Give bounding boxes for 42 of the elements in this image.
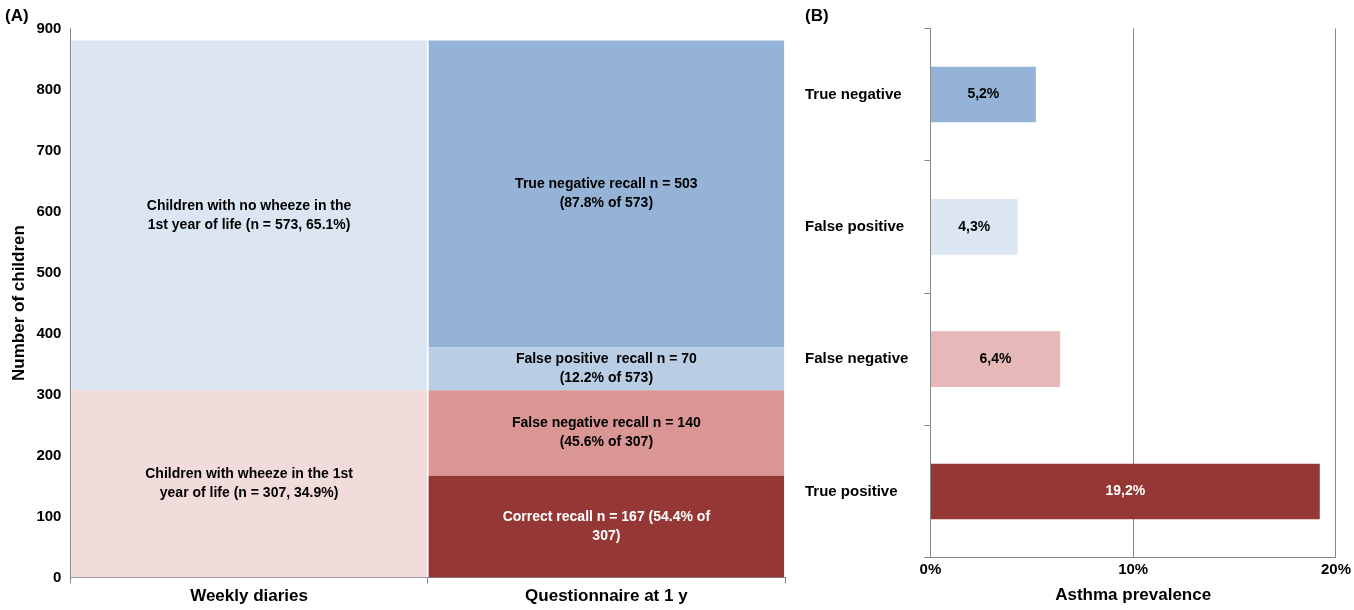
chart-title: (A)	[5, 5, 29, 25]
x-tick-label: 0%	[919, 559, 942, 577]
bar	[71, 390, 427, 578]
y-tick-label: 400	[36, 323, 62, 341]
y-tick-label: 700	[36, 140, 62, 158]
data-label: 19,2%	[1105, 482, 1146, 499]
y-tick-label: 200	[36, 445, 62, 463]
data-label: 4,3%	[958, 217, 991, 234]
y-tick-label: 300	[36, 384, 62, 402]
data-label: False positive recall n = 70 (12.2% of 573)	[515, 350, 698, 386]
y-tick-label: 100	[36, 506, 62, 524]
y-tick-label: 500	[36, 262, 62, 280]
data-label: Correct recall n = 167 (54.4% of 307)	[502, 508, 711, 544]
x-tick-label: 10%	[1118, 559, 1149, 577]
y-tick-label: True positive	[805, 481, 898, 499]
y-tick-label: 0	[53, 567, 62, 585]
bar	[930, 331, 1061, 387]
bar	[930, 199, 1018, 255]
y-tick-label: 800	[36, 79, 62, 97]
bar	[930, 463, 1320, 520]
bar	[71, 40, 427, 391]
chart-title: (B)	[805, 5, 829, 25]
data-label: 6,4%	[979, 350, 1013, 367]
y-tick-label: 600	[36, 201, 62, 219]
bar	[930, 66, 1036, 123]
x-tick-label: Questionnaire at 1 y	[525, 586, 689, 606]
data-label: 5,2%	[967, 85, 1000, 102]
data-label: True negative recall n = 503 (87.8% of 573)	[515, 175, 698, 211]
x-axis-title: Asthma prevalence	[1055, 585, 1212, 605]
x-tick-label: Weekly diaries	[190, 586, 308, 606]
bar	[428, 390, 785, 476]
x-tick-label: 20%	[1320, 559, 1351, 577]
y-tick-label: 900	[36, 18, 62, 36]
bar	[428, 40, 785, 348]
bar	[428, 475, 785, 578]
y-tick-label: False negative	[805, 349, 909, 367]
data-label: False negative recall n = 140 (45.6% of 307)	[511, 414, 701, 450]
y-tick-label: True negative	[805, 84, 902, 102]
y-axis-title: Number of children	[8, 225, 28, 381]
data-label: Children with wheeze in the 1st year of life (n = 307, 34.9%)	[145, 465, 354, 501]
data-label: Children with no wheeze in the 1st year of life (n = 573, 65.1%)	[146, 196, 352, 232]
y-tick-label: False positive	[805, 216, 905, 234]
